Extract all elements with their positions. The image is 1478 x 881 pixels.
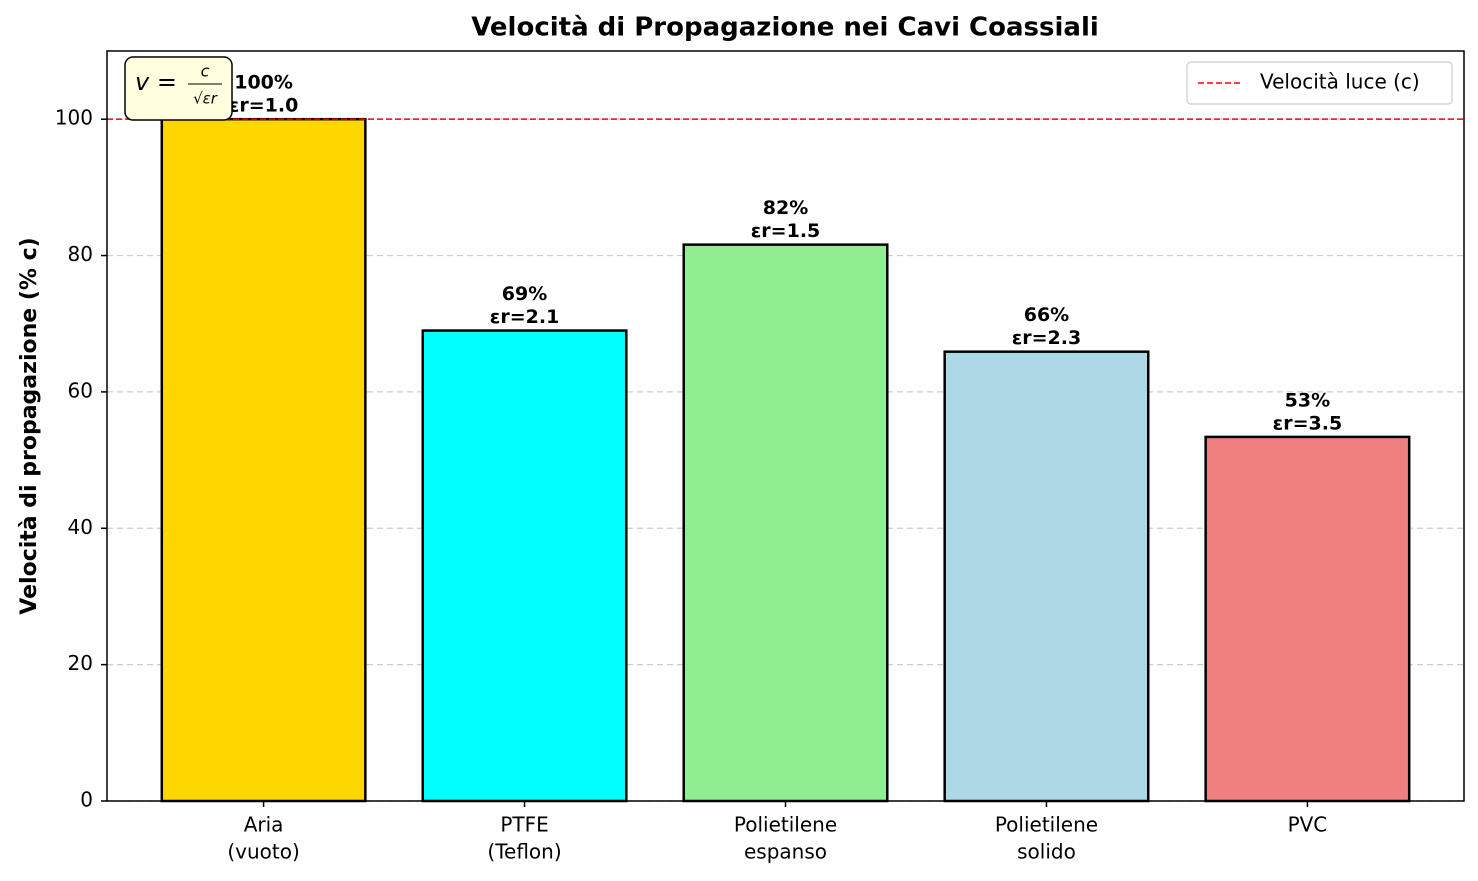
bar: [943, 350, 1150, 803]
legend-label: Velocità luce (c): [1260, 70, 1420, 94]
bar: [160, 117, 367, 803]
permittivity-label: εr=1.0: [229, 95, 299, 117]
x-tick-label: Polietilene: [995, 813, 1098, 837]
permittivity-label: εr=2.3: [1012, 327, 1082, 349]
x-tick-label: solido: [1017, 840, 1076, 864]
value-label: 66%: [1024, 304, 1069, 326]
value-label: 69%: [502, 283, 547, 305]
x-tick-label: PTFE: [500, 813, 548, 837]
chart-title: Velocità di Propagazione nei Cavi Coassi…: [471, 13, 1099, 43]
y-tick-label: 100: [55, 106, 93, 130]
y-tick-label: 80: [68, 242, 93, 266]
permittivity-label: εr=1.5: [751, 220, 821, 242]
x-tick-label: Aria: [244, 813, 284, 837]
bar: [421, 329, 628, 803]
bar: [682, 243, 889, 803]
permittivity-label: εr=2.1: [490, 306, 560, 328]
plot-frame: [106, 50, 1465, 802]
x-tick-label: PVC: [1288, 813, 1328, 837]
y-tick-label: 20: [68, 651, 93, 675]
formula-box: [124, 56, 233, 121]
y-tick-label: 60: [68, 378, 93, 402]
formula-denominator: √εr: [193, 90, 218, 108]
formula-lhs: v =: [135, 68, 177, 96]
y-tick-label: 0: [80, 788, 93, 812]
x-tick-label: (vuoto): [227, 840, 299, 864]
value-label: 82%: [763, 197, 808, 219]
legend-box: [1186, 61, 1453, 105]
bar: [1204, 435, 1411, 803]
value-label: 100%: [234, 72, 293, 94]
y-tick-label: 40: [68, 515, 93, 539]
formula-numerator: c: [201, 62, 210, 81]
x-tick-label: espanso: [744, 840, 827, 864]
x-tick-label: (Teflon): [487, 840, 561, 864]
y-axis-label: Velocità di propagazione (% c): [17, 237, 42, 614]
permittivity-label: εr=3.5: [1273, 412, 1343, 434]
value-label: 53%: [1285, 389, 1330, 411]
x-tick-label: Polietilene: [734, 813, 837, 837]
